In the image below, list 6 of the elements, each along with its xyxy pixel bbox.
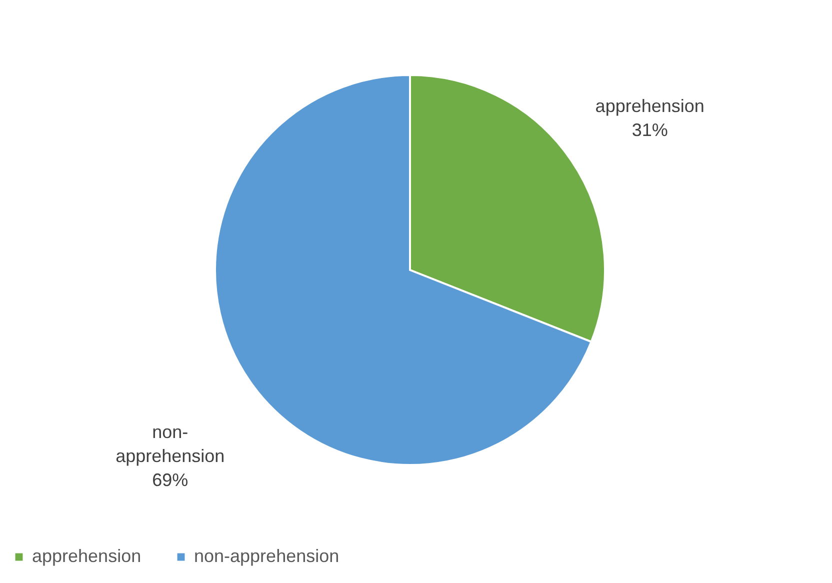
legend-label: apprehension	[32, 546, 142, 566]
slice-label: non-apprehension	[116, 422, 225, 466]
data-label: 69%	[152, 470, 188, 490]
legend-label: non-apprehension	[194, 546, 340, 566]
data-label: 31%	[632, 120, 668, 140]
slice-label: apprehension	[595, 96, 704, 116]
